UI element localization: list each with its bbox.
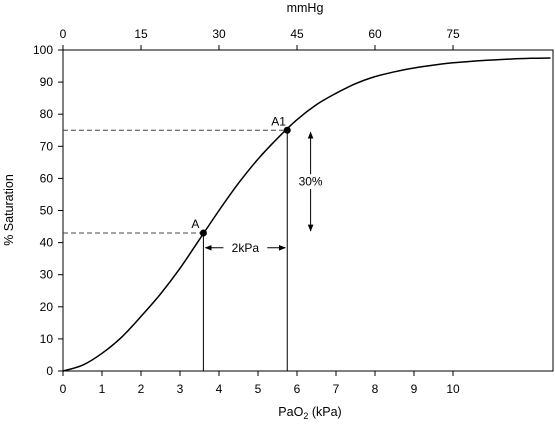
x-tick-label: 10 [446,382,460,396]
x-axis-title-prefix: Pa [278,405,293,419]
top-tick-label: 15 [134,27,148,41]
x-tick-label: 4 [216,382,223,396]
x-axis-title-subscript: 2 [303,411,308,421]
x-axis-title-suffix: (kPa) [308,405,341,419]
y-tick-label: 40 [40,236,54,250]
y-axis-title: % Saturation [2,174,16,246]
x-tick-label: 7 [333,382,340,396]
y-tick-label: 70 [40,139,54,153]
y-axis-ticks: 0 10 20 30 40 50 60 70 80 90 100 [33,43,63,378]
x-axis-title: PaO2 (kPa) [278,405,341,421]
top-tick-label: 75 [446,27,460,41]
y-tick-label: 100 [33,43,53,57]
x-axis-title-main: O [294,405,304,419]
x-tick-label: 5 [255,382,262,396]
point-a1 [283,126,291,134]
span-label-percent: 30% [299,175,323,189]
x-tick-label: 6 [294,382,301,396]
y-tick-label: 80 [40,107,54,121]
x-tick-label: 3 [177,382,184,396]
span-label-kpa: 2kPa [232,241,260,255]
annotation-layer: 2kPa 30% [204,131,323,255]
curve-layer [62,57,551,372]
y-tick-label: 20 [40,300,54,314]
y-tick-label: 0 [46,364,53,378]
top-tick-label: 30 [212,27,226,41]
x-tick-label: 9 [411,382,418,396]
points-layer: A A1 [191,114,291,237]
top-tick-label: 60 [368,27,382,41]
x-tick-label: 0 [60,382,67,396]
top-tick-label: 0 [60,27,67,41]
top-tick-label: 45 [290,27,304,41]
point-label-a: A [191,217,199,231]
y-tick-label: 90 [40,75,54,89]
plot-frame [62,49,554,372]
guide-lines [63,129,288,371]
top-axis-ticks: 0 15 30 45 60 75 [60,27,460,50]
x-tick-label: 8 [372,382,379,396]
x-tick-label: 1 [99,382,106,396]
plot-border [62,49,554,372]
saturation-curve [62,57,551,372]
x-axis-ticks: 0 1 2 3 4 5 6 7 8 9 10 [60,371,460,396]
y-tick-label: 50 [40,204,54,218]
y-tick-label: 30 [40,268,54,282]
point-label-a1: A1 [271,114,286,128]
y-tick-label: 10 [40,332,54,346]
y-tick-label: 60 [40,171,54,185]
top-axis-title: mmHg [287,1,324,15]
point-a [199,229,207,237]
x-tick-label: 2 [138,382,145,396]
